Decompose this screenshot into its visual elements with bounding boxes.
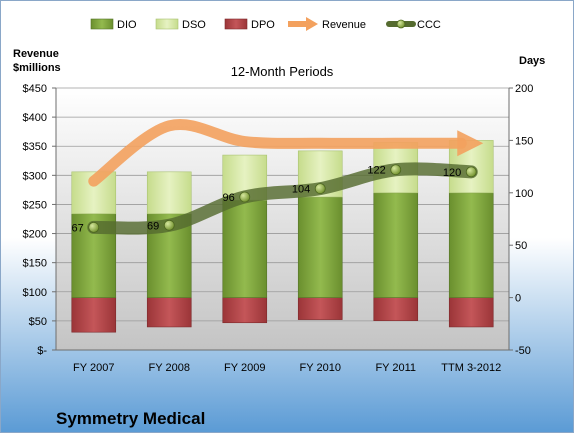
ccc-data-label: 67 xyxy=(72,222,84,234)
left-tick-label: $400 xyxy=(23,112,47,124)
legend-label: CCC xyxy=(417,19,441,31)
revenue-series xyxy=(88,119,484,187)
legend-arrow-revenue xyxy=(306,17,318,31)
right-axis-label: Days xyxy=(519,55,545,67)
bar-dpo xyxy=(297,297,343,320)
category-label: FY 2009 xyxy=(224,362,265,374)
ccc-marker xyxy=(88,221,100,233)
left-axis-label-line2: $millions xyxy=(13,62,61,74)
legend-marker-ccc xyxy=(396,19,406,29)
left-tick-label: $50 xyxy=(29,316,47,328)
legend-label: Revenue xyxy=(322,19,366,31)
legend-label: DPO xyxy=(251,19,275,31)
revenue-line xyxy=(88,119,467,187)
legend: DIO DSO DPO Revenue CCC xyxy=(90,17,441,31)
left-tick-label: $250 xyxy=(23,199,47,211)
left-tick-label: $300 xyxy=(23,170,47,182)
ccc-line xyxy=(87,162,478,235)
ccc-marker xyxy=(163,219,175,231)
category-label: TTM 3-2012 xyxy=(441,362,501,374)
left-tick-label: $150 xyxy=(23,258,47,270)
bar-dso xyxy=(146,171,192,215)
right-tick-label: 100 xyxy=(515,188,533,200)
ccc-marker xyxy=(465,166,477,178)
legend-label: DSO xyxy=(182,19,206,31)
left-axis-label-line1: Revenue xyxy=(13,48,59,60)
left-tick-label: $100 xyxy=(23,287,47,299)
legend-swatch-dso xyxy=(155,18,179,30)
left-tick-label: $200 xyxy=(23,229,47,241)
ccc-data-label: 69 xyxy=(147,220,159,232)
category-label: FY 2010 xyxy=(300,362,341,374)
ccc-marker xyxy=(314,183,326,195)
ccc-marker xyxy=(390,164,402,176)
left-tick-label: $450 xyxy=(23,83,47,95)
right-tick-label: 200 xyxy=(515,83,533,95)
axes: $- $50 $100 $150 $200 $250 $300 $350 $400 $450 -50… xyxy=(23,83,534,374)
right-tick-label: 0 xyxy=(515,293,521,305)
ccc-data-label: 120 xyxy=(443,167,461,179)
ccc-data-label: 104 xyxy=(292,184,310,196)
category-label: FY 2007 xyxy=(73,362,114,374)
ccc-marker xyxy=(239,191,251,203)
bar-dpo xyxy=(71,297,117,333)
bar-dio xyxy=(297,196,343,298)
revenue-arrowhead xyxy=(457,130,484,157)
ccc-data-label: 122 xyxy=(367,165,385,177)
bar-dio xyxy=(373,192,419,298)
right-tick-label: 50 xyxy=(515,240,527,252)
chart-title: 12-Month Periods xyxy=(231,64,334,79)
legend-swatch-dpo xyxy=(224,18,248,30)
category-label: FY 2008 xyxy=(149,362,190,374)
category-label: FY 2011 xyxy=(375,362,416,374)
left-tick-label: $350 xyxy=(23,141,47,153)
right-tick-label: 150 xyxy=(515,135,533,147)
ccc-data-label: 96 xyxy=(223,192,235,204)
bar-dpo xyxy=(373,297,419,321)
legend-label: DIO xyxy=(117,19,137,31)
left-tick-label: $- xyxy=(37,345,47,357)
company-name: Symmetry Medical xyxy=(56,409,205,428)
plot-area xyxy=(56,88,509,350)
legend-swatch-dio xyxy=(90,18,114,30)
bar-dio xyxy=(222,199,268,298)
right-tick-label: -50 xyxy=(515,345,531,357)
bar-dio xyxy=(448,192,494,298)
bar-dpo xyxy=(448,297,494,328)
ccc-series: 67 69 96 104 122 120 xyxy=(72,162,478,235)
bar-dpo xyxy=(146,297,192,328)
bar-dpo xyxy=(222,297,268,324)
